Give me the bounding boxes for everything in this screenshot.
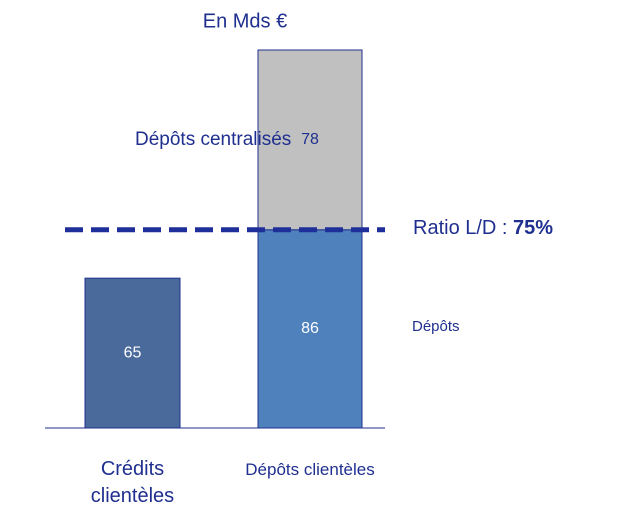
bar-segment — [84, 277, 181, 429]
chart-title: En Mds € — [203, 10, 287, 32]
category-label: Dépôts clientèles — [245, 460, 375, 479]
series-label: Dépôts centralisés — [135, 129, 291, 150]
ratio-value: 75% — [513, 217, 553, 239]
ratio-label: Ratio L/D : 75% — [413, 217, 553, 239]
series-label: Dépôts — [412, 318, 460, 335]
category-label: Crédits clientèles — [90, 458, 175, 507]
bar-segment — [257, 229, 363, 429]
value-label: 65 — [124, 344, 142, 361]
value-label: 86 — [301, 320, 319, 337]
value-label: 78 — [301, 131, 319, 148]
ratio-text: Ratio L/D : — [413, 217, 507, 239]
